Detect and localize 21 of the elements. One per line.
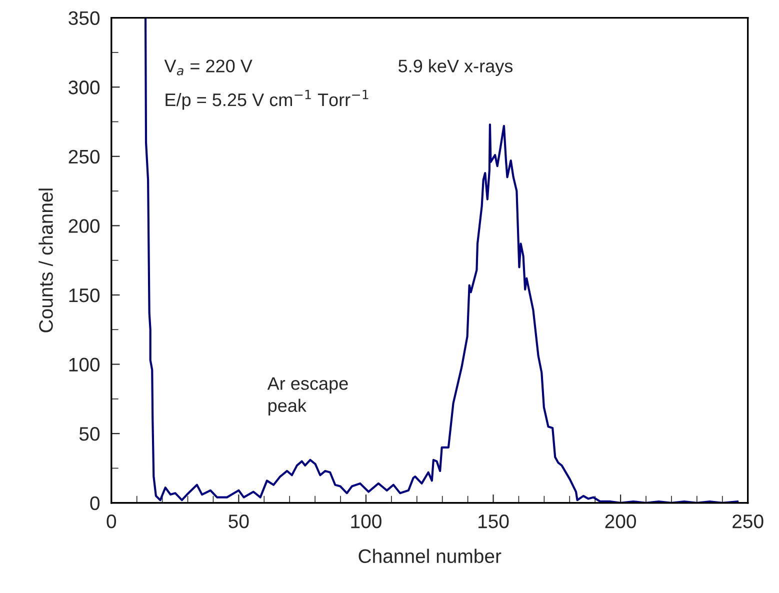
y-tick-label: 200	[68, 219, 100, 233]
y-tick-label: 100	[69, 358, 100, 372]
annotation: 5.9 keV x-rays	[398, 59, 513, 76]
y-tick-label: 0	[90, 496, 100, 510]
annotation: E/p = 5.25 V cm$^{−1}$ Torr$^{−1}$	[166, 90, 368, 110]
x-tick-label: 150	[478, 514, 509, 528]
y-axis-title: Counts / channel	[38, 188, 53, 332]
y-tick-label: 150	[69, 288, 100, 302]
x-tick-label: 50	[228, 514, 249, 528]
x-tick-label: 100	[351, 514, 382, 528]
annotation: V$_{a}$ = 220 V	[164, 60, 252, 76]
x-tick-label: 200	[605, 514, 636, 528]
line-series	[144, 18, 739, 503]
y-tick-label: 350	[68, 11, 100, 26]
x-tick-label: 0	[106, 514, 116, 528]
y-tick-label: 250	[68, 150, 100, 164]
y-tick-label: 50	[79, 427, 100, 441]
y-tick-label: 300	[68, 80, 100, 94]
annotation: Ar escape peak	[267, 377, 348, 416]
x-tick-label: 250	[732, 514, 764, 528]
x-axis-title: Channel number	[358, 548, 502, 564]
